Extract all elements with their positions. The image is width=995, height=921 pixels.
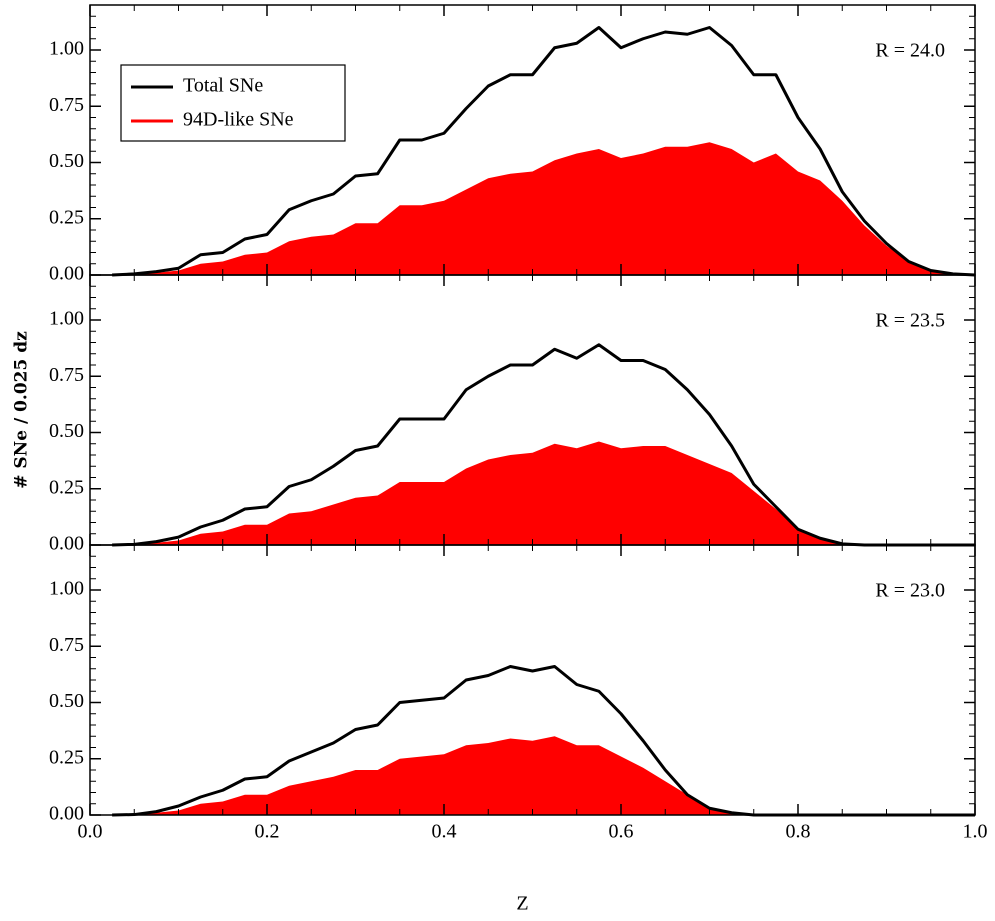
legend-label: 94D-like SNe bbox=[183, 109, 294, 131]
y-tick-label: 0.25 bbox=[49, 476, 84, 498]
y-tick-label: 0.75 bbox=[49, 94, 84, 116]
line bbox=[112, 26, 976, 277]
line bbox=[112, 343, 975, 547]
annotation: R = 23.0 bbox=[875, 580, 945, 602]
y-tick-label: 0.00 bbox=[49, 803, 84, 825]
x-axis-label: Z bbox=[516, 893, 528, 915]
x-tick-label: 0.2 bbox=[255, 821, 280, 843]
y-tick-label: 0.75 bbox=[49, 364, 84, 386]
area bbox=[112, 736, 975, 815]
annotation: R = 24.0 bbox=[875, 40, 945, 62]
annotation: R = 23.5 bbox=[875, 310, 945, 332]
x-tick-label: 0.8 bbox=[786, 821, 811, 843]
area bbox=[112, 142, 975, 275]
y-tick-label: 0.25 bbox=[49, 746, 84, 768]
x-tick-label: 0.0 bbox=[78, 821, 103, 843]
x-tick-label: 1.0 bbox=[963, 821, 988, 843]
y-axis-label: # SNe / 0.025 dz bbox=[12, 331, 32, 489]
legend-label: Total SNe bbox=[183, 75, 263, 97]
y-tick-label: 0.00 bbox=[49, 263, 84, 285]
x-tick-label: 0.4 bbox=[432, 821, 457, 843]
y-tick-label: 0.75 bbox=[49, 634, 84, 656]
y-tick-label: 1.00 bbox=[49, 38, 84, 60]
y-tick-label: 0.25 bbox=[49, 206, 84, 228]
x-tick-label: 0.6 bbox=[609, 821, 634, 843]
y-tick-label: 1.00 bbox=[49, 308, 84, 330]
y-tick-label: 0.50 bbox=[49, 690, 84, 712]
y-tick-label: 1.00 bbox=[49, 578, 84, 600]
y-tick-label: 0.00 bbox=[49, 533, 84, 555]
y-tick-label: 0.50 bbox=[49, 420, 84, 442]
area bbox=[112, 441, 975, 545]
legend-box bbox=[120, 64, 346, 142]
y-tick-label: 0.50 bbox=[49, 150, 84, 172]
